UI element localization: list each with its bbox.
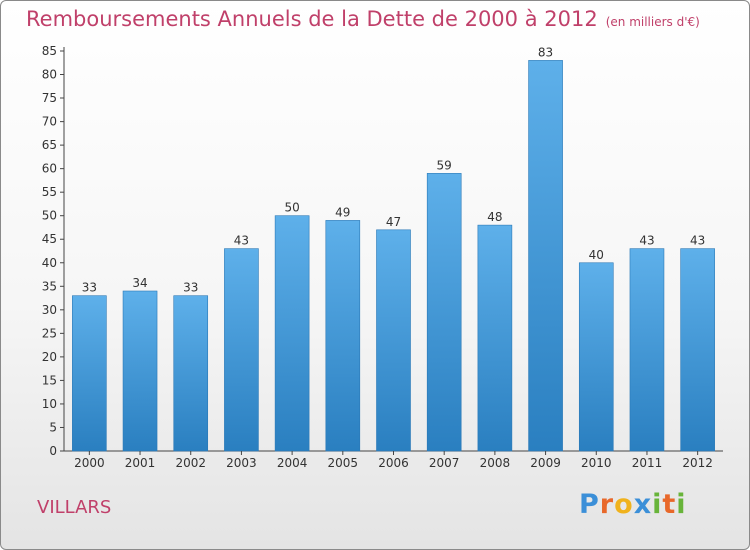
x-tick-label: 2006 [378, 456, 409, 470]
logo-letter: P [579, 489, 600, 520]
y-tick-label: 5 [49, 420, 57, 434]
bar [325, 220, 361, 452]
bar-value-label: 48 [487, 210, 502, 224]
y-tick-label: 35 [42, 279, 57, 293]
y-tick-label: 70 [42, 115, 57, 129]
bar-value-label: 43 [234, 234, 249, 248]
y-tick-label: 55 [42, 185, 57, 199]
bar [578, 262, 614, 452]
y-tick-label: 25 [42, 326, 57, 340]
logo-letter: i [652, 489, 663, 520]
bar-value-label: 50 [284, 201, 299, 215]
proxiti-logo: Proxiti [579, 489, 687, 520]
bar-value-label: 34 [132, 276, 147, 290]
y-tick-label: 85 [42, 44, 57, 58]
y-tick-label: 65 [42, 138, 57, 152]
x-tick-label: 2008 [480, 456, 511, 470]
bar [426, 173, 462, 452]
y-tick-label: 80 [42, 68, 57, 82]
bar [477, 224, 513, 452]
x-tick-label: 2005 [328, 456, 359, 470]
commune-name: VILLARS [37, 497, 112, 518]
bar-value-label: 43 [690, 234, 705, 248]
x-tick-label: 2010 [581, 456, 612, 470]
x-tick-label: 2009 [530, 456, 561, 470]
logo-letter: i [676, 489, 687, 520]
logo-letter: o [614, 489, 634, 520]
y-tick-label: 0 [49, 444, 57, 458]
bar-value-label: 59 [437, 158, 452, 172]
bar [224, 248, 259, 452]
y-tick-label: 75 [42, 91, 57, 105]
y-tick-label: 10 [42, 397, 57, 411]
bar-value-label: 47 [386, 215, 401, 229]
x-tick-label: 2007 [429, 456, 460, 470]
bar-value-label: 83 [538, 45, 553, 59]
bar [376, 229, 411, 452]
chart-title-text: Remboursements Annuels de la Dette de 20… [26, 7, 598, 31]
y-tick-label: 30 [42, 303, 57, 317]
x-tick-label: 2012 [682, 456, 713, 470]
bar [274, 215, 310, 452]
logo-letter: r [599, 489, 615, 520]
x-tick-label: 2000 [74, 456, 105, 470]
x-tick-label: 2002 [175, 456, 206, 470]
bar-value-label: 40 [589, 248, 604, 262]
y-tick-label: 40 [42, 256, 57, 270]
y-tick-label: 45 [42, 232, 57, 246]
x-tick-label: 2004 [277, 456, 308, 470]
bar [173, 295, 209, 452]
bar [122, 290, 158, 452]
chart-title: Remboursements Annuels de la Dette de 20… [26, 7, 700, 31]
bar-value-label: 43 [639, 234, 654, 248]
bar-value-label: 33 [183, 281, 198, 295]
logo-letter: x [633, 489, 653, 520]
x-tick-label: 2001 [125, 456, 156, 470]
logo-letter: t [662, 489, 677, 520]
bar-value-label: 33 [82, 281, 97, 295]
bar [72, 295, 107, 452]
x-tick-label: 2003 [226, 456, 257, 470]
y-tick-label: 50 [42, 209, 57, 223]
bar [680, 248, 715, 452]
x-tick-label: 2011 [632, 456, 663, 470]
y-tick-label: 15 [42, 373, 57, 387]
chart-subtitle: (en milliers d'€) [605, 15, 700, 29]
y-tick-label: 20 [42, 350, 57, 364]
y-tick-label: 60 [42, 162, 57, 176]
bar [528, 60, 563, 452]
bar [629, 248, 665, 452]
bar-value-label: 49 [335, 205, 350, 219]
